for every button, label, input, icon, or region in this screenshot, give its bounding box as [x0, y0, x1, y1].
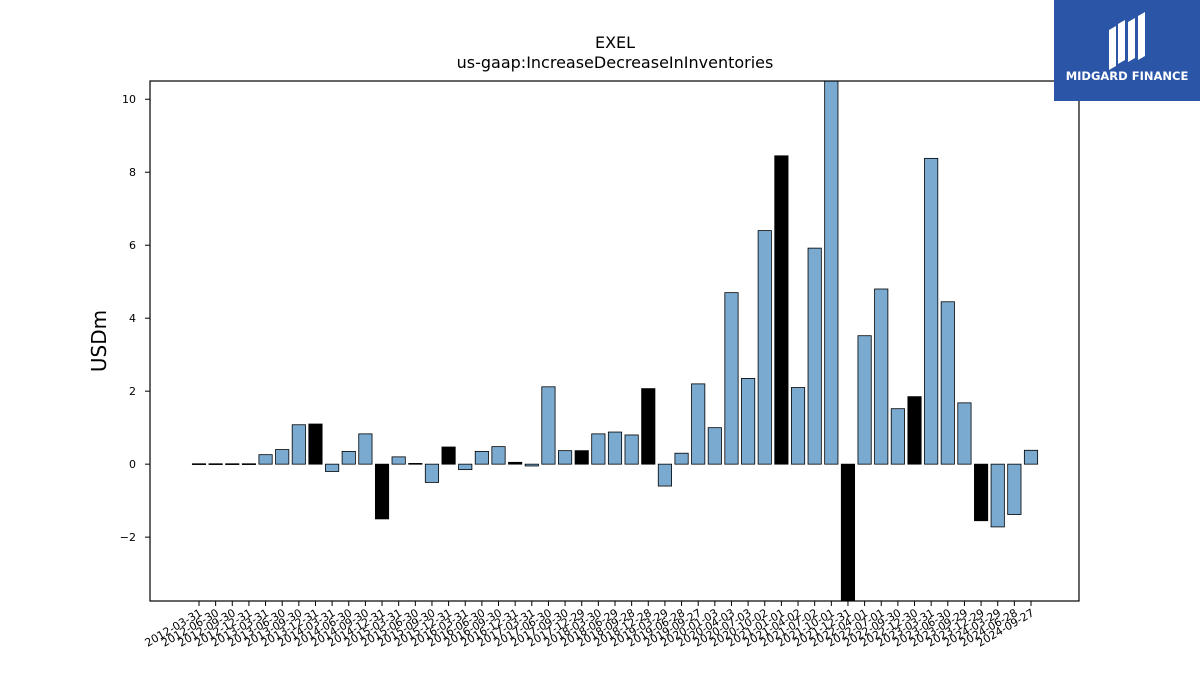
bar: [790, 387, 806, 465]
bar: [541, 386, 556, 465]
y-tick-label: 6: [129, 239, 136, 252]
bar: [241, 463, 256, 465]
bar: [458, 463, 473, 471]
bar: [674, 452, 689, 465]
bar: [508, 461, 523, 465]
bar: [874, 288, 889, 465]
bar: [491, 446, 506, 465]
bar: [524, 463, 539, 467]
bar: [840, 463, 856, 602]
y-tick-label: −2: [120, 531, 136, 544]
bar: [940, 301, 955, 465]
bar: [208, 463, 223, 465]
bar: [374, 463, 390, 520]
midgard-logo-icon: [1109, 12, 1145, 70]
bar: [358, 433, 373, 465]
bar: [191, 463, 207, 465]
bar: [607, 431, 623, 465]
bar: [641, 388, 656, 465]
bar: [341, 450, 356, 465]
bar: [408, 463, 423, 465]
bar: [724, 292, 739, 465]
brand-logo: MIDGARD FINANCE: [1054, 0, 1200, 101]
y-axis-label: USDm: [87, 310, 111, 372]
bar: [1023, 449, 1039, 465]
bar: [807, 247, 822, 465]
bar: [924, 157, 939, 465]
bar: [907, 396, 922, 465]
bar: [1007, 463, 1022, 515]
plot-frame: [149, 80, 1080, 602]
bar: [424, 463, 440, 483]
y-tick-label: 0: [129, 458, 136, 471]
bar: [757, 230, 772, 465]
bar: [308, 423, 323, 465]
chart-subtitle: us-gaap:IncreaseDecreaseInInventories: [457, 53, 774, 72]
bar: [225, 463, 240, 465]
bar: [558, 450, 573, 465]
bar-series: [191, 80, 1039, 602]
bar: [824, 80, 839, 465]
bar: [441, 446, 456, 465]
y-tick-label: 4: [129, 312, 136, 325]
bar: [275, 449, 290, 465]
bar: [707, 427, 722, 465]
bar: [325, 463, 340, 472]
y-tick-label: 8: [129, 166, 136, 179]
bar: [974, 463, 989, 522]
bar: [957, 402, 972, 465]
bar: [291, 424, 306, 465]
bar: [591, 433, 606, 465]
bar: [574, 450, 589, 465]
chart-title: EXEL: [595, 33, 635, 52]
y-tick-label: 2: [129, 385, 136, 398]
brand-name: MIDGARD FINANCE: [1066, 69, 1189, 83]
bar: [890, 408, 905, 465]
bar: [857, 335, 872, 465]
bar: [391, 456, 406, 465]
bar: [258, 454, 273, 465]
x-axis-ticks: 2012-03-312012-06-302012-09-302012-12-31…: [143, 601, 1037, 650]
bar: [741, 377, 756, 465]
y-axis-ticks: −2 0 2 4 6 8 10: [120, 93, 150, 544]
bar: [990, 463, 1005, 528]
y-tick-label: 10: [122, 93, 136, 106]
bar: [624, 434, 639, 465]
bar: [657, 463, 672, 487]
bar: [774, 155, 789, 465]
bar: [474, 450, 489, 465]
bar: [691, 383, 706, 465]
